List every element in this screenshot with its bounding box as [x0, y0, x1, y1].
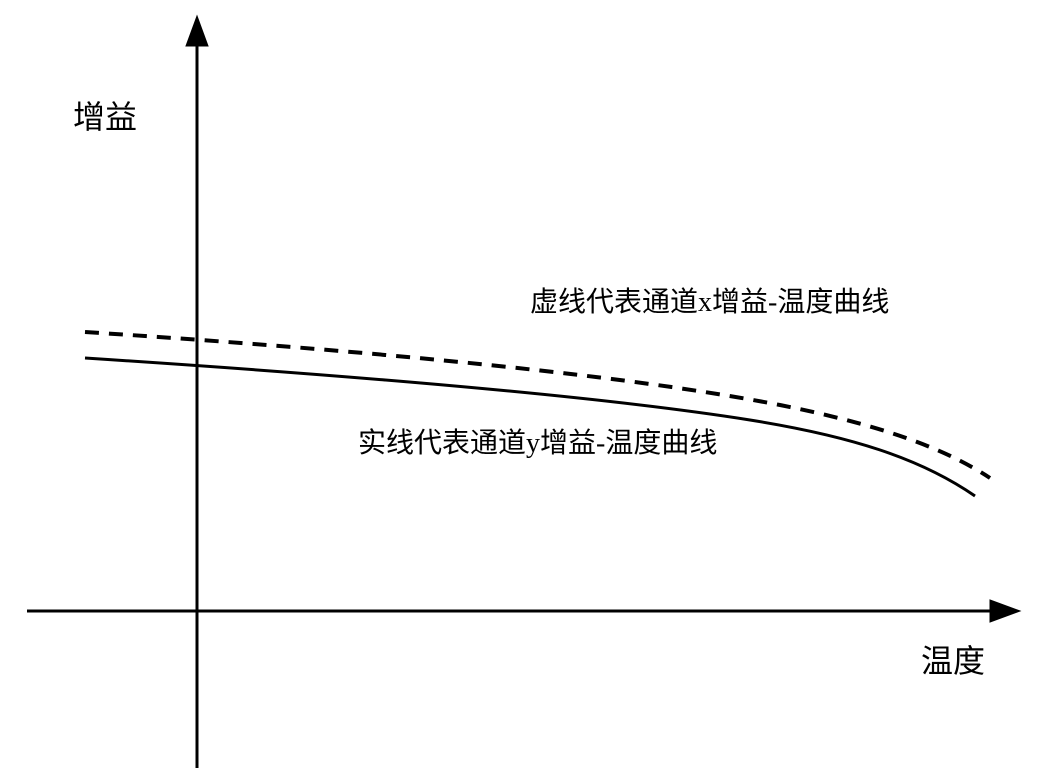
- chart-container: 增益 温度 虚线代表通道x增益-温度曲线 实线代表通道y增益-温度曲线: [0, 0, 1042, 779]
- legend-dashed: 虚线代表通道x增益-温度曲线: [530, 286, 889, 318]
- x-axis-arrow: [990, 600, 1020, 622]
- legend-solid: 实线代表通道y增益-温度曲线: [358, 427, 717, 459]
- curve-channel-y: [85, 358, 975, 496]
- y-axis-label: 增益: [73, 99, 137, 135]
- x-axis-label: 温度: [921, 643, 985, 679]
- y-axis-arrow: [186, 16, 208, 46]
- chart-svg: 增益 温度 虚线代表通道x增益-温度曲线 实线代表通道y增益-温度曲线: [0, 0, 1042, 779]
